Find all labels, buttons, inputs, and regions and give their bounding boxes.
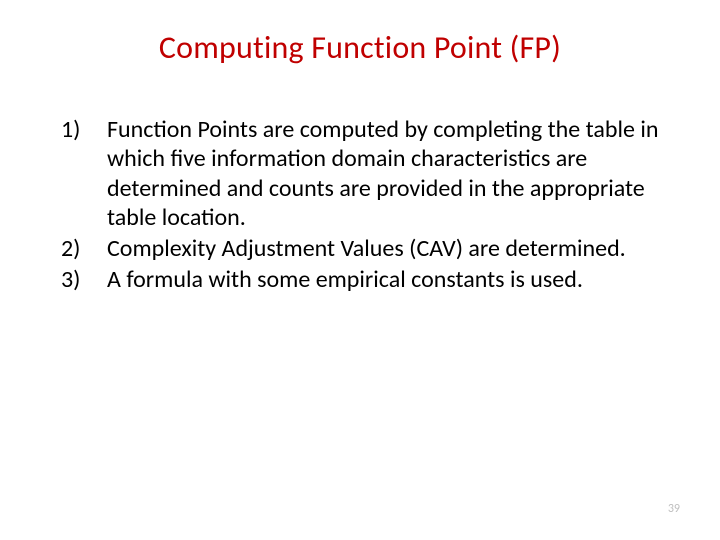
numbered-list: Function Points are computed by completi… <box>55 115 665 295</box>
slide-container: Computing Function Point (FP) Function P… <box>0 0 720 540</box>
list-item: Function Points are computed by completi… <box>55 115 665 232</box>
list-item: Complexity Adjustment Values (CAV) are d… <box>55 234 665 263</box>
list-item: A formula with some empirical constants … <box>55 265 665 294</box>
slide-title: Computing Function Point (FP) <box>55 28 665 67</box>
page-number: 39 <box>668 502 680 516</box>
